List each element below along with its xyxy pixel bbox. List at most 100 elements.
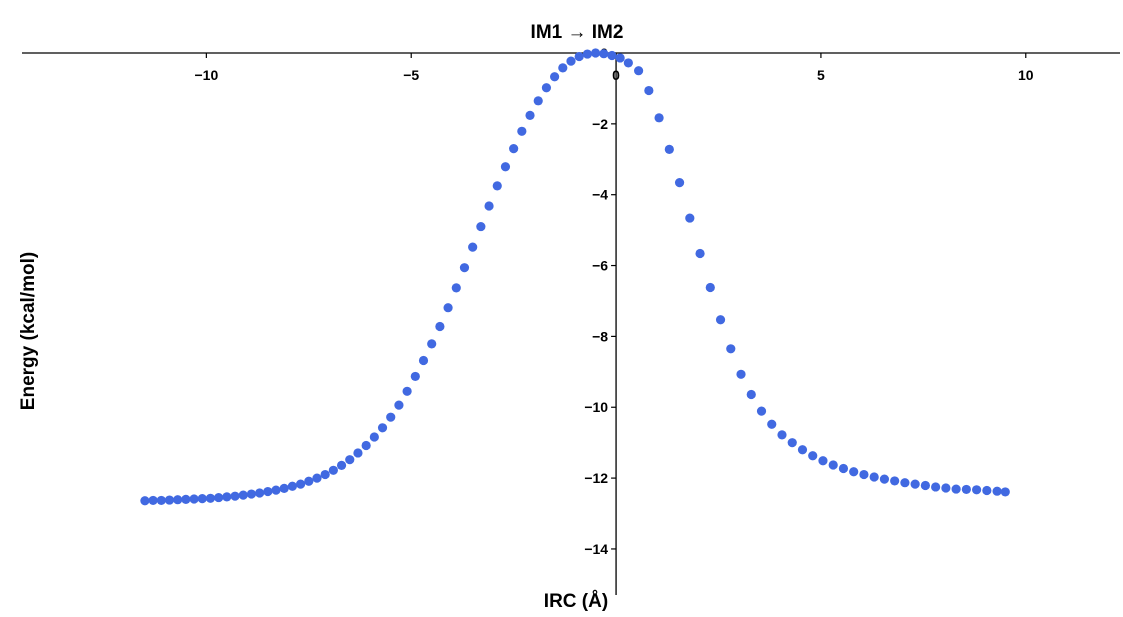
data-point (222, 492, 232, 502)
data-point (328, 465, 338, 475)
data-point (459, 263, 470, 273)
data-point (164, 495, 175, 505)
data-point (961, 484, 971, 495)
data-point (756, 406, 767, 416)
data-point (541, 83, 552, 93)
data-point (972, 485, 982, 495)
data-point (287, 481, 298, 491)
data-point (476, 221, 486, 232)
data-point (148, 495, 158, 506)
data-point (492, 181, 502, 191)
data-point (664, 144, 674, 154)
data-point (214, 492, 224, 503)
data-point (443, 303, 453, 313)
data-point (574, 51, 584, 62)
data-point (304, 476, 314, 486)
x-axis-label: IRC (Å) (544, 591, 608, 612)
data-points (140, 48, 1010, 506)
data-point (205, 493, 216, 503)
data-point (312, 473, 322, 483)
data-point (279, 483, 289, 493)
data-point (255, 488, 265, 498)
data-point (736, 369, 746, 379)
y-tick-label: −2 (592, 116, 608, 132)
data-point (654, 113, 664, 123)
data-point (808, 451, 818, 461)
data-point (746, 389, 756, 400)
data-point (435, 321, 445, 332)
data-point (517, 126, 527, 136)
data-point (525, 110, 535, 120)
data-point (386, 412, 396, 422)
x-tick-label: 10 (1018, 67, 1034, 83)
data-point (140, 496, 150, 506)
data-point (377, 423, 388, 433)
data-point (1000, 487, 1010, 497)
data-point (246, 489, 257, 499)
y-tick-label: −4 (592, 187, 608, 203)
y-tick-label: −10 (584, 399, 608, 415)
data-point (695, 248, 705, 259)
data-point (715, 315, 726, 325)
data-point (615, 53, 625, 63)
y-tick-label: −8 (592, 328, 608, 344)
data-point (353, 448, 363, 458)
data-point (777, 430, 787, 440)
y-tick-label: −12 (584, 470, 608, 486)
data-point (484, 201, 494, 211)
data-point (951, 484, 961, 494)
data-point (418, 355, 429, 366)
data-point (361, 440, 371, 451)
data-point (189, 494, 199, 504)
data-point (644, 85, 654, 96)
data-point (767, 419, 777, 429)
data-point (550, 72, 560, 82)
data-point (156, 495, 166, 506)
data-point (623, 58, 633, 68)
data-point (849, 467, 859, 477)
data-point (410, 371, 420, 382)
data-point (890, 476, 900, 486)
data-point (402, 386, 412, 396)
data-point (295, 479, 306, 489)
data-point (590, 48, 601, 58)
data-point (369, 432, 379, 442)
data-point (558, 63, 568, 73)
data-point (509, 144, 519, 154)
data-point (230, 491, 240, 501)
data-point (336, 460, 347, 470)
data-point (173, 495, 183, 505)
data-point (900, 478, 910, 488)
data-point (582, 49, 592, 59)
data-point (238, 490, 248, 500)
axes: −10−505100−2−4−6−8−10−12−14 (22, 45, 1120, 595)
data-point (451, 283, 461, 293)
data-point (705, 282, 715, 293)
data-point (263, 486, 273, 497)
data-point (320, 469, 330, 480)
data-point (674, 178, 685, 188)
data-point (726, 344, 736, 354)
y-tick-label: −6 (592, 258, 608, 274)
data-point (345, 455, 355, 465)
data-point (533, 96, 543, 106)
data-point (869, 472, 879, 482)
data-point (838, 463, 849, 474)
x-tick-label: 5 (817, 67, 825, 83)
data-point (992, 486, 1002, 496)
data-point (797, 445, 808, 455)
x-tick-label: −10 (194, 67, 218, 83)
data-point (394, 400, 404, 410)
chart-title: IM1 → IM2 (531, 22, 624, 43)
data-point (920, 480, 930, 491)
data-point (468, 242, 478, 252)
y-tick-label: −14 (584, 541, 608, 557)
data-point (607, 50, 617, 61)
data-point (685, 213, 695, 223)
x-tick-label: −5 (403, 67, 419, 83)
data-point (197, 494, 207, 504)
data-point (828, 460, 838, 470)
data-point (500, 162, 511, 172)
data-point (879, 474, 890, 484)
data-point (427, 339, 437, 349)
